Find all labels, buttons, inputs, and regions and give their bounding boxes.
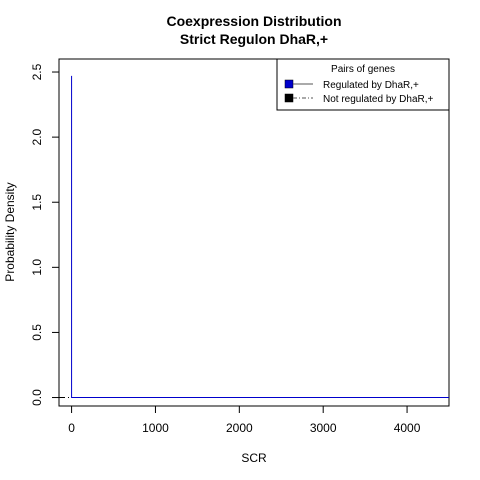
chart-title-line-2: Strict Regulon DhaR,+ [180,31,328,47]
x-tick-label: 1000 [142,421,169,435]
x-tick-label: 0 [68,421,75,435]
legend-swatch [284,79,294,89]
y-tick-label: 0.5 [30,324,44,341]
y-tick-label: 2.0 [30,128,44,145]
y-axis-label: Probability Density [3,182,17,281]
legend-swatch [284,93,294,103]
legend-title: Pairs of genes [331,64,395,75]
chart-title-line-1: Coexpression Distribution [166,13,341,29]
y-tick-label: 1.5 [30,194,44,211]
y-axis: 0.0 0.5 1.0 1.5 2.0 2.5 [30,63,59,406]
legend-entry-label: Regulated by DhaR,+ [323,80,419,91]
legend-entries: Regulated by DhaR,+ Not regulated by DhaR… [284,79,434,105]
legend: Pairs of genes Regulated by DhaR,+ Not re… [276,58,450,111]
y-tick-label: 1.0 [30,259,44,276]
plot-area-frame [58,58,450,407]
x-tick-label: 3000 [310,421,337,435]
series-layer [59,75,449,399]
x-tick-label: 2000 [226,421,253,435]
x-tick-label: 4000 [394,421,421,435]
y-tick-label: 2.5 [30,63,44,80]
x-axis: 0 1000 2000 3000 4000 [68,406,421,435]
series-line [71,75,449,399]
y-tick-label: 0.0 [30,389,44,406]
legend-entry-label: Not regulated by DhaR,+ [323,94,434,105]
x-axis-label: SCR [241,451,267,465]
